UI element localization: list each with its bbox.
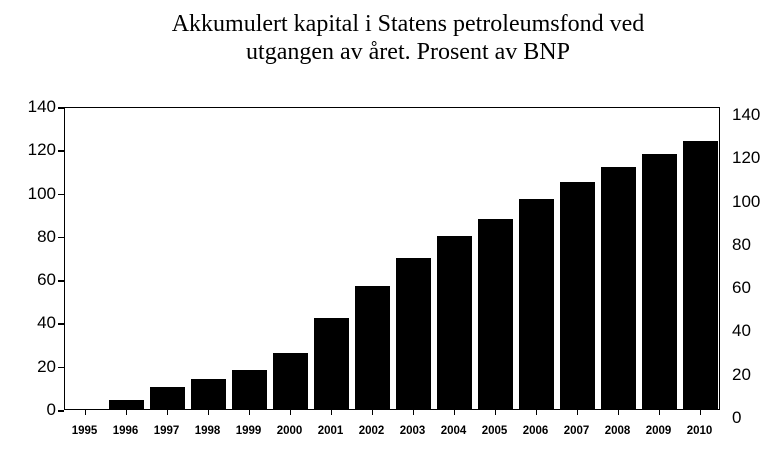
plot-area <box>64 107 720 410</box>
bar-2007 <box>560 181 595 409</box>
x-tick <box>207 410 209 415</box>
y-tick-label-right: 120 <box>732 148 761 168</box>
x-tick-label: 2009 <box>645 425 672 437</box>
bar-1998 <box>191 378 226 409</box>
x-tick-label: 2005 <box>481 425 508 437</box>
x-tick-label: 2006 <box>522 425 549 437</box>
x-tick <box>494 410 496 415</box>
y-tick-label-left: 120 <box>27 140 56 160</box>
x-tick <box>289 410 291 415</box>
y-tick-left <box>58 193 64 196</box>
y-tick-label-left: 100 <box>27 183 56 203</box>
y-tick-left <box>58 107 64 109</box>
y-tick-label-right: 0 <box>732 408 742 427</box>
bar-2008 <box>601 166 636 409</box>
bar-2005 <box>478 218 513 409</box>
y-tick-label-left: 40 <box>37 313 56 333</box>
bar-1996 <box>109 400 144 409</box>
y-tick-left <box>58 236 64 239</box>
x-tick-label: 1998 <box>194 425 221 437</box>
y-tick-left <box>58 150 64 152</box>
chart-title: Akkumulert kapital i Statens petroleumsf… <box>0 10 776 66</box>
y-tick-label-right: 100 <box>732 191 761 211</box>
x-tick-label: 2003 <box>399 425 426 437</box>
x-tick-label: 2004 <box>440 425 467 437</box>
y-tick-label-right: 140 <box>732 105 761 124</box>
x-tick-label: 2008 <box>604 425 631 437</box>
x-tick <box>576 410 578 415</box>
x-tick <box>535 410 537 415</box>
x-tick <box>248 410 250 415</box>
x-tick <box>371 410 373 415</box>
bar-2003 <box>396 257 431 409</box>
bar-2006 <box>519 199 554 409</box>
x-tick-label: 1995 <box>71 425 98 437</box>
y-tick-label-left: 140 <box>27 97 56 116</box>
y-tick-label-right: 80 <box>732 234 751 254</box>
chart-title-line-1: Akkumulert kapital i Statens petroleumsf… <box>171 11 645 37</box>
bar-2001 <box>314 318 349 409</box>
x-tick <box>84 410 86 415</box>
x-tick <box>166 410 168 415</box>
x-tick-label: 1996 <box>112 425 139 437</box>
x-tick-label: 2007 <box>563 425 590 437</box>
x-tick <box>412 410 414 415</box>
y-tick-left <box>58 280 64 282</box>
y-tick-label-left: 20 <box>37 356 56 376</box>
x-tick-label: 1997 <box>153 425 180 437</box>
bar-1999 <box>232 370 267 409</box>
y-tick-label-right: 40 <box>732 321 751 341</box>
x-tick-label: 2002 <box>358 425 385 437</box>
x-tick <box>699 410 701 415</box>
bar-2004 <box>437 235 472 409</box>
x-tick <box>125 410 127 415</box>
y-tick-label-left: 0 <box>46 400 56 419</box>
x-tick-label: 1999 <box>235 425 262 437</box>
y-tick-left <box>58 366 64 369</box>
bar-2009 <box>642 153 677 409</box>
y-tick-label-right: 20 <box>732 364 751 384</box>
bar-2010 <box>683 140 718 409</box>
chart-title-line-2: utgangen av året. Prosent av BNP <box>246 39 570 65</box>
x-tick-label: 2001 <box>317 425 344 437</box>
bar-1997 <box>150 387 185 409</box>
y-tick-label-right: 60 <box>732 278 751 298</box>
y-tick-left <box>58 410 64 412</box>
x-tick <box>658 410 660 415</box>
x-tick-label: 2000 <box>276 425 303 437</box>
x-tick <box>617 410 619 415</box>
bar-2000 <box>273 352 308 409</box>
y-tick-label-left: 60 <box>37 270 56 290</box>
x-tick <box>453 410 455 415</box>
y-tick-label-left: 80 <box>37 226 56 246</box>
bar-2002 <box>355 285 390 409</box>
x-tick-label: 2010 <box>686 425 713 437</box>
x-tick <box>330 410 332 415</box>
y-tick-left <box>58 323 64 325</box>
